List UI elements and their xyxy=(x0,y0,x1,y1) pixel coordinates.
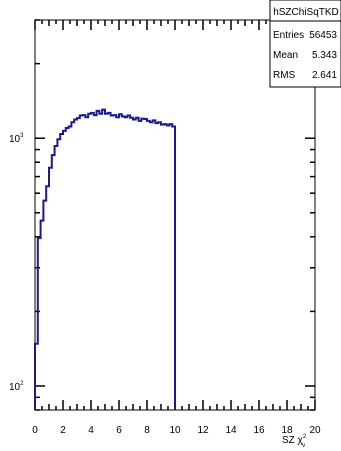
stats-box-frame xyxy=(269,0,341,88)
x-axis-title-sub: ν xyxy=(302,443,305,449)
histogram-series-line xyxy=(34,108,176,410)
x-tick-label: 4 xyxy=(88,425,94,436)
x-tick-label: 6 xyxy=(116,425,122,436)
stats-entries-label: Entries xyxy=(273,30,304,41)
stats-box-name: hSZChiSqTKD xyxy=(273,7,339,18)
x-tick-label: 8 xyxy=(144,425,150,436)
x-tick-label: 2 xyxy=(60,425,66,436)
y-tick-label-exponent: 3 xyxy=(20,133,24,139)
stats-box: hSZChiSqTKD Entries 56453 Mean 5.343 RMS… xyxy=(269,0,341,88)
stats-mean-label: Mean xyxy=(273,50,298,61)
y-tick-label: 102 xyxy=(9,381,24,393)
x-axis-tick-labels: 0 2 4 6 8 10 12 14 16 18 20 xyxy=(32,425,321,436)
x-tick-label: 10 xyxy=(169,425,181,436)
x-axis-title-main: SZ χ xyxy=(282,435,304,446)
x-axis-title: SZ χ2 ν xyxy=(282,434,307,449)
stats-rms-label: RMS xyxy=(273,70,296,81)
y-tick-label: 103 xyxy=(9,133,24,145)
x-axis-title-sup: 2 xyxy=(303,434,307,440)
x-tick-label: 12 xyxy=(197,425,209,436)
y-tick-label-base: 10 xyxy=(9,382,21,393)
x-tick-label: 14 xyxy=(225,425,237,436)
x-tick-label: 18 xyxy=(281,425,293,436)
x-tick-label: 0 xyxy=(32,425,38,436)
x-tick-label: 20 xyxy=(309,425,321,436)
stats-entries-value: 56453 xyxy=(309,30,337,41)
y-tick-label-exponent: 2 xyxy=(20,381,24,387)
x-tick-label: 16 xyxy=(253,425,265,436)
stats-mean-value: 5.343 xyxy=(312,50,337,61)
y-tick-label-base: 10 xyxy=(9,134,21,145)
stats-rms-value: 2.641 xyxy=(312,70,337,81)
